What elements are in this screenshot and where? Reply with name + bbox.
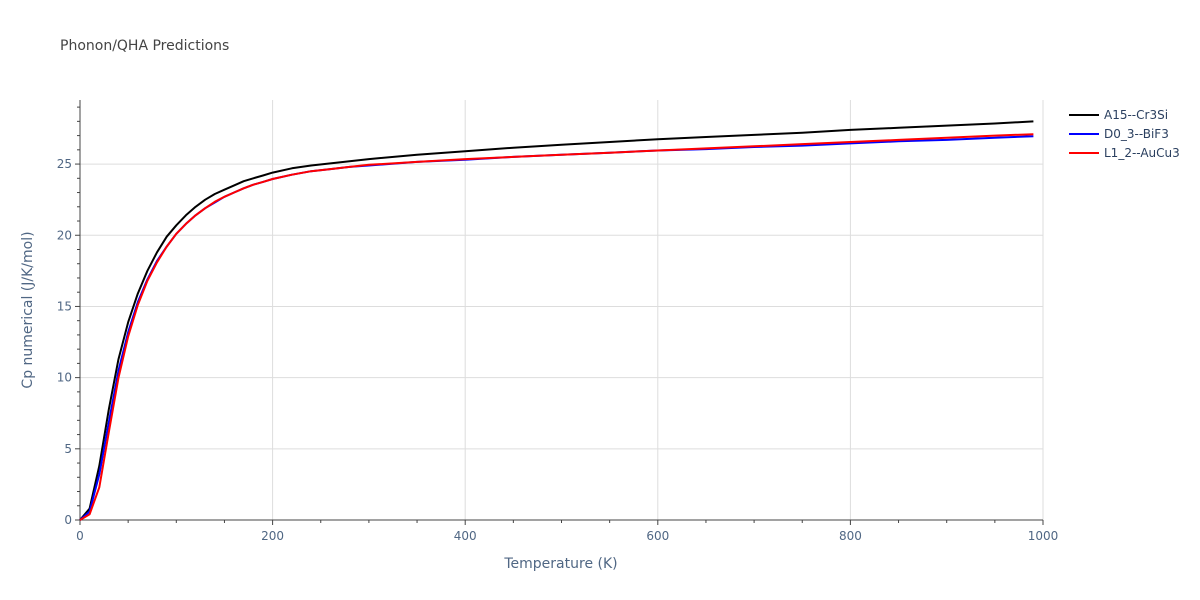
- series-line-a15-cr3si: [79, 120, 1034, 521]
- y-tick-label: 20: [57, 228, 72, 242]
- grid: [80, 100, 1044, 520]
- x-tick-label: 0: [76, 529, 84, 543]
- legend-label: A15--Cr3Si: [1104, 108, 1168, 122]
- x-tick-label: 800: [839, 529, 862, 543]
- y-tick-label: 0: [64, 513, 72, 527]
- legend[interactable]: A15--Cr3Si D0_3--BiF3 L1_2--AuCu3: [1069, 108, 1180, 160]
- series-lines: [79, 120, 1034, 521]
- series-line-l1-2-aucu3: [79, 133, 1034, 521]
- legend-label: D0_3--BiF3: [1104, 127, 1169, 141]
- x-tick-label: 400: [454, 529, 477, 543]
- y-tick-label: 5: [64, 442, 72, 456]
- x-tick-label: 600: [646, 529, 669, 543]
- x-axis-title: Temperature (K): [503, 556, 617, 572]
- y-axis-title: Cp numerical (J/K/mol): [20, 231, 36, 388]
- legend-item[interactable]: L1_2--AuCu3: [1069, 146, 1180, 160]
- series-line-d0-3-bif3: [79, 135, 1034, 521]
- chart-title: Phonon/QHA Predictions: [60, 38, 229, 54]
- y-tick-label: 10: [57, 371, 72, 385]
- legend-item[interactable]: D0_3--BiF3: [1069, 127, 1169, 141]
- x-tick-label: 1000: [1028, 529, 1059, 543]
- legend-item[interactable]: A15--Cr3Si: [1069, 108, 1168, 122]
- y-tick-label: 25: [57, 157, 72, 171]
- legend-label: L1_2--AuCu3: [1104, 146, 1180, 160]
- axes: 0 200 400 600 800 1000 0 5 10 15 20 25: [57, 100, 1059, 543]
- y-tick-label: 15: [57, 299, 72, 313]
- x-tick-label: 200: [261, 529, 284, 543]
